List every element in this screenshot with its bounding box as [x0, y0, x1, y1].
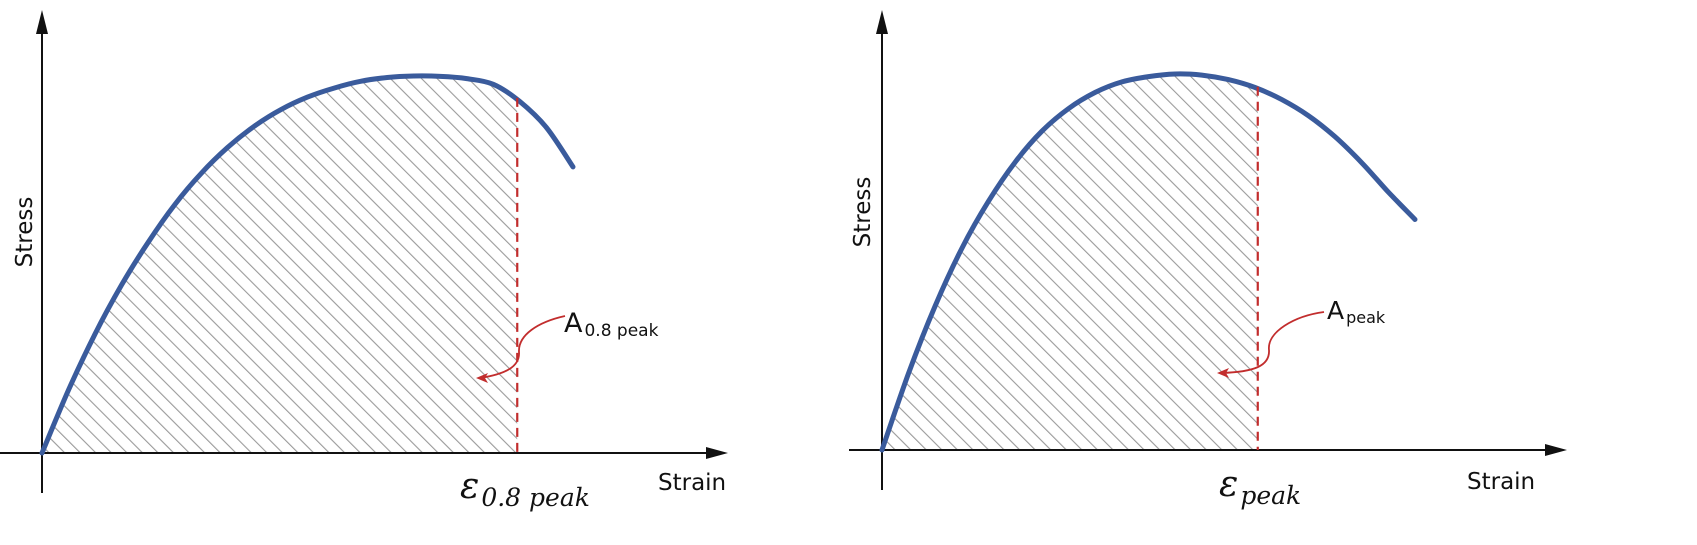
left-area-pointer-head	[476, 373, 488, 383]
right-marker-label: εpeak	[1219, 464, 1301, 510]
left-y-axis-label: Stress	[12, 197, 38, 268]
right-area-pointer	[1220, 311, 1325, 374]
right-shaded-area	[882, 73, 1259, 450]
left-shaded-area	[42, 75, 518, 453]
right-y-axis-label: Stress	[850, 177, 876, 248]
left-y-axis-arrow	[36, 10, 48, 34]
right-x-axis-arrow	[1545, 444, 1567, 456]
right-area-pointer-head	[1217, 368, 1229, 378]
left-stress-strain-curve	[39, 73, 576, 456]
right-stress-strain-curve	[879, 71, 1418, 453]
left-x-axis-arrow	[706, 447, 728, 459]
left-area-label: A 0.8 peak	[564, 308, 659, 341]
right-x-axis-label: Strain	[1467, 469, 1535, 495]
chart-left: Stress Strain ε0.8 peak A 0.8 peak	[0, 0, 848, 545]
chart-right-svg: Stress Strain εpeak A peak	[849, 10, 1567, 510]
chart-left-svg: Stress Strain ε0.8 peak A 0.8 peak	[0, 10, 728, 512]
right-y-axis-arrow	[876, 10, 888, 34]
left-marker-label: ε0.8 peak	[460, 466, 590, 512]
left-area-pointer	[479, 315, 566, 379]
left-x-axis-label: Strain	[658, 470, 726, 496]
